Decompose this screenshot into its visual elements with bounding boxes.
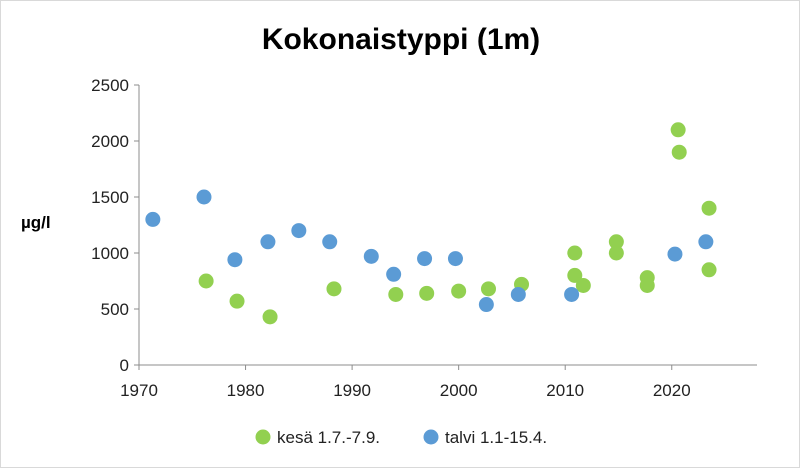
kesa-point <box>326 281 342 297</box>
kesa-point <box>575 277 591 293</box>
kesa-point <box>608 234 624 250</box>
kesa-point <box>229 293 245 309</box>
talvi-point <box>291 223 307 239</box>
kesa-point <box>480 281 496 297</box>
y-tick-label: 500 <box>101 300 129 319</box>
kesa-point <box>608 245 624 261</box>
x-tick-label: 1970 <box>120 381 158 400</box>
legend: kesä 1.7.-7.9. talvi 1.1-15.4. <box>255 428 547 447</box>
x-tick-label: 2020 <box>653 381 691 400</box>
talvi-point <box>386 266 402 282</box>
kesa-point <box>388 286 404 302</box>
x-tick-label: 2000 <box>440 381 478 400</box>
legend-marker <box>423 429 439 445</box>
y-tick-label: 0 <box>120 356 129 375</box>
x-tick-label: 1990 <box>333 381 371 400</box>
y-tick-label: 1500 <box>91 188 129 207</box>
talvi-point <box>478 297 494 313</box>
talvi-point <box>417 251 433 267</box>
kesa-point <box>567 267 583 283</box>
legend-label: kesä 1.7.-7.9. <box>277 428 380 447</box>
legend-marker <box>255 429 271 445</box>
y-tick-label: 1000 <box>91 244 129 263</box>
talvi-point <box>510 286 526 302</box>
y-axis-label: µg/l <box>21 213 51 232</box>
axes: 0 500 1000 1500 2000 2500 1970 1980 1990 2000 2010… <box>91 76 757 400</box>
talvi-point <box>227 252 243 268</box>
kesa-point <box>419 285 435 301</box>
kesa-point <box>671 144 687 160</box>
kesa-point <box>262 309 278 325</box>
talvi-point <box>196 189 212 205</box>
talvi-point <box>363 248 379 264</box>
x-tick-label: 1980 <box>227 381 265 400</box>
kesa-point <box>198 273 214 289</box>
talvi-point <box>667 246 683 262</box>
kesa-point <box>567 245 583 261</box>
talvi-point <box>145 211 161 227</box>
talvi-point <box>698 234 714 250</box>
data-points <box>145 122 717 325</box>
y-tick-label: 2000 <box>91 132 129 151</box>
kesa-point <box>670 122 686 138</box>
legend-label: talvi 1.1-15.4. <box>445 428 547 447</box>
talvi-point <box>447 251 463 267</box>
x-tick-label: 2010 <box>546 381 584 400</box>
kesa-point <box>701 200 717 216</box>
kesa-point <box>701 262 717 278</box>
chart-title: Kokonaistyppi (1m) <box>262 23 540 56</box>
talvi-point <box>322 234 338 250</box>
y-tick-label: 2500 <box>91 76 129 95</box>
talvi-point <box>564 286 580 302</box>
talvi-point <box>260 234 276 250</box>
kesa-point <box>639 277 655 293</box>
kesa-point <box>451 283 467 299</box>
